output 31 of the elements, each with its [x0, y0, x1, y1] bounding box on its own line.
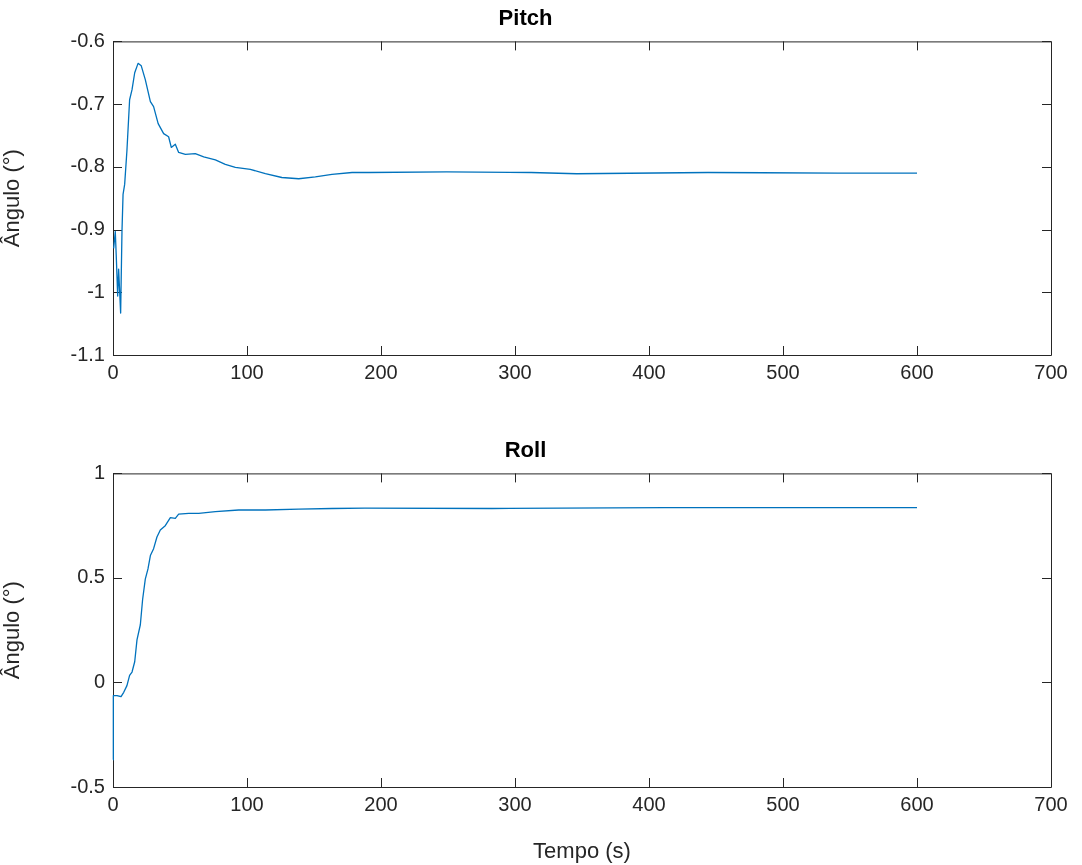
x-tick-label: 700 — [1034, 792, 1068, 815]
x-axis-title: Tempo (s) — [533, 837, 631, 863]
x-tick-label: 300 — [498, 360, 532, 383]
y-tick-label: -0.6 — [70, 28, 105, 51]
y-tick-label: -0.8 — [70, 154, 105, 177]
chart-title: Roll — [504, 437, 547, 463]
y-tick-label: -0.5 — [70, 774, 105, 797]
x-tick-label: 500 — [766, 792, 800, 815]
x-tick-label: 500 — [766, 360, 800, 383]
y-tick-label: 0.5 — [77, 565, 105, 588]
x-tick-label: 300 — [498, 792, 532, 815]
x-tick-label: 100 — [230, 360, 264, 383]
x-tick-label: 700 — [1034, 360, 1068, 383]
x-tick-label: 0 — [107, 792, 119, 815]
y-tick-label: -1 — [87, 279, 105, 302]
chart-title: Pitch — [498, 5, 553, 31]
x-tick-label: 400 — [632, 792, 666, 815]
x-tick-label: 100 — [230, 792, 264, 815]
x-tick-label: 400 — [632, 360, 666, 383]
y-tick-label: 0 — [93, 669, 105, 692]
x-tick-label: 200 — [364, 792, 398, 815]
x-tick-label: 600 — [900, 360, 934, 383]
y-tick-label: -0.9 — [70, 217, 105, 240]
x-tick-label: 0 — [107, 360, 119, 383]
y-tick-label: 1 — [93, 460, 105, 483]
x-tick-label: 200 — [364, 360, 398, 383]
y-tick-label: -1.1 — [70, 342, 105, 365]
x-tick-label: 600 — [900, 792, 934, 815]
y-axis-title: Ângulo (°) — [0, 581, 25, 680]
y-tick-label: -0.7 — [70, 91, 105, 114]
y-axis-title: Ângulo (°) — [0, 149, 25, 248]
